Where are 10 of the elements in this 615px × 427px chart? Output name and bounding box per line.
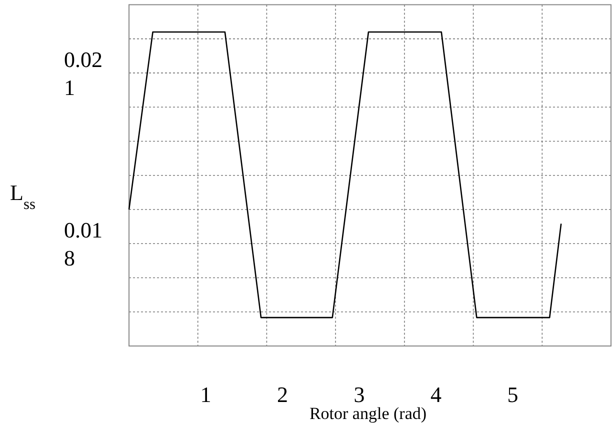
x-tick-label: 1 — [200, 382, 212, 407]
x-tick-label: 5 — [507, 382, 518, 407]
x-tick-label: 2 — [277, 382, 288, 407]
line-series — [128, 31, 562, 318]
x-tick-label: 4 — [430, 382, 442, 407]
y-tick-label: 0.02 1 — [64, 46, 102, 100]
y-axis-title: L$_{ss}$ — [10, 180, 36, 212]
x-axis-title: Rotor angle (rad) — [309, 404, 427, 423]
x-tick-label: 3 — [354, 382, 365, 407]
y-tick-label: 0.01 8 — [64, 218, 102, 271]
